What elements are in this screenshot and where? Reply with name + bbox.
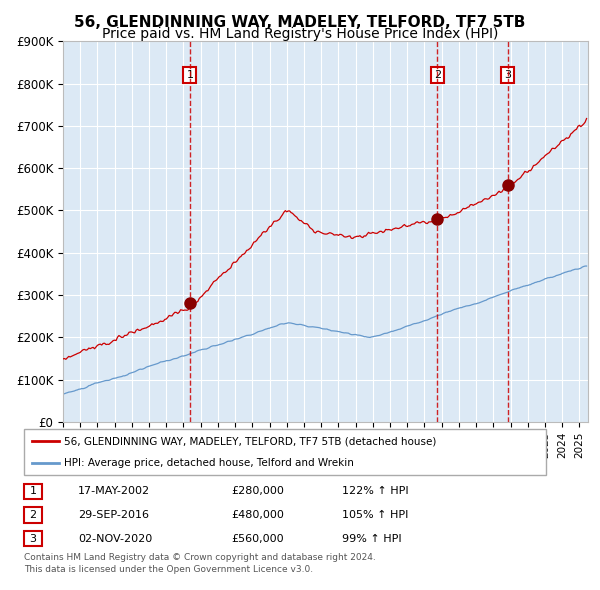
Text: 99% ↑ HPI: 99% ↑ HPI: [342, 534, 401, 543]
Text: 56, GLENDINNING WAY, MADELEY, TELFORD, TF7 5TB (detached house): 56, GLENDINNING WAY, MADELEY, TELFORD, T…: [64, 437, 436, 447]
Text: Contains HM Land Registry data © Crown copyright and database right 2024.: Contains HM Land Registry data © Crown c…: [24, 553, 376, 562]
Text: 105% ↑ HPI: 105% ↑ HPI: [342, 510, 409, 520]
Text: 29-SEP-2016: 29-SEP-2016: [78, 510, 149, 520]
Text: £480,000: £480,000: [231, 510, 284, 520]
Text: £560,000: £560,000: [231, 534, 284, 543]
Text: 02-NOV-2020: 02-NOV-2020: [78, 534, 152, 543]
Text: 2: 2: [29, 510, 37, 520]
Text: 56, GLENDINNING WAY, MADELEY, TELFORD, TF7 5TB: 56, GLENDINNING WAY, MADELEY, TELFORD, T…: [74, 15, 526, 30]
Text: 122% ↑ HPI: 122% ↑ HPI: [342, 487, 409, 496]
Text: 17-MAY-2002: 17-MAY-2002: [78, 487, 150, 496]
Text: 1: 1: [187, 70, 193, 80]
Text: 3: 3: [504, 70, 511, 80]
Text: £280,000: £280,000: [231, 487, 284, 496]
Text: This data is licensed under the Open Government Licence v3.0.: This data is licensed under the Open Gov…: [24, 565, 313, 574]
Text: 3: 3: [29, 534, 37, 543]
Text: 2: 2: [434, 70, 441, 80]
Text: Price paid vs. HM Land Registry's House Price Index (HPI): Price paid vs. HM Land Registry's House …: [102, 27, 498, 41]
Text: HPI: Average price, detached house, Telford and Wrekin: HPI: Average price, detached house, Telf…: [64, 457, 353, 467]
Text: 1: 1: [29, 487, 37, 496]
